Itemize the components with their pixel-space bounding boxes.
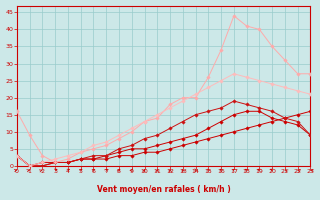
X-axis label: Vent moyen/en rafales ( km/h ): Vent moyen/en rafales ( km/h )	[97, 185, 230, 194]
